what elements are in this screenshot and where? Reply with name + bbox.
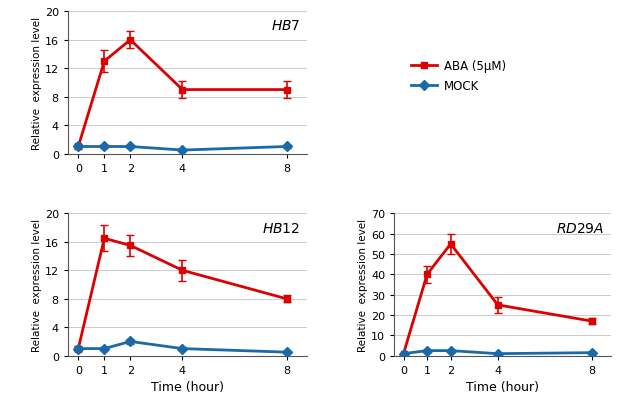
Legend: ABA (5µM), MOCK: ABA (5µM), MOCK — [411, 60, 506, 93]
X-axis label: Time (hour): Time (hour) — [466, 380, 539, 393]
Text: $\it{RD29A}$: $\it{RD29A}$ — [556, 221, 604, 235]
Y-axis label: Relative  expression level: Relative expression level — [32, 218, 42, 351]
Y-axis label: Relative  expression level: Relative expression level — [358, 218, 368, 351]
Y-axis label: Relative  expression level: Relative expression level — [32, 17, 42, 150]
Text: $\it{HB7}$: $\it{HB7}$ — [271, 19, 300, 34]
Text: $\it{HB12}$: $\it{HB12}$ — [262, 221, 300, 235]
X-axis label: Time (hour): Time (hour) — [151, 380, 224, 393]
